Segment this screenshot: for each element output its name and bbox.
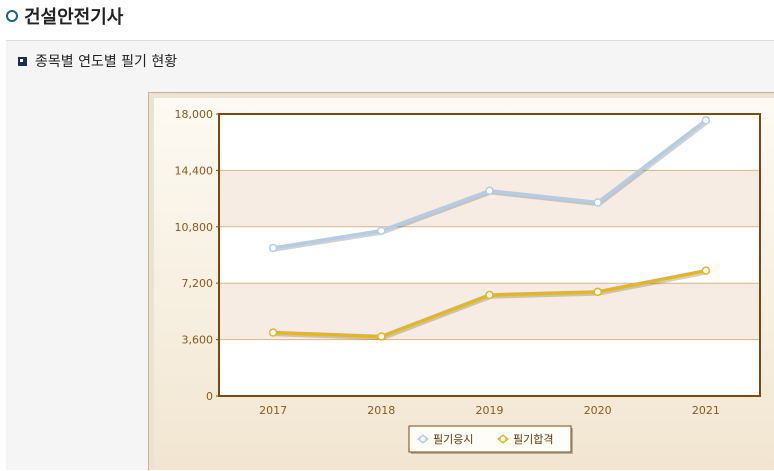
y-tick-label: 7,200 — [182, 277, 214, 290]
x-tick-label: 2019 — [476, 404, 504, 417]
plot-border — [218, 113, 761, 397]
page-title: 건설안전기사 — [24, 7, 124, 28]
legend-label: 필기응시 — [433, 433, 473, 446]
section-title-block: 종목별 연도별 필기 현황 — [18, 50, 177, 72]
plot-area — [219, 114, 760, 396]
series-point — [268, 328, 278, 337]
y-tick-label: 18,000 — [175, 108, 214, 121]
title-divider — [6, 40, 774, 41]
circle-bullet-icon — [6, 10, 18, 22]
plot-band — [219, 170, 760, 227]
section-title: 종목별 연도별 필기 현황 — [35, 54, 178, 70]
series-point — [593, 287, 602, 297]
series-point — [593, 198, 602, 207]
legend-marker-icon — [499, 435, 507, 443]
y-tick-label: 3,600 — [182, 334, 214, 347]
series-point — [701, 116, 711, 125]
series-point — [485, 186, 494, 196]
y-tick-label: 10,800 — [175, 221, 214, 234]
x-tick-label: 2021 — [692, 404, 720, 417]
y-tick-label: 0 — [206, 390, 213, 403]
series-point — [377, 226, 386, 235]
legend-box — [408, 425, 572, 453]
x-tick-label: 2020 — [584, 404, 612, 417]
x-tick-label: 2017 — [259, 404, 287, 417]
chart-frame: 18,000 14,400 10,800 7,200 3,600 0 2017 2018 201… — [148, 92, 774, 470]
line-chart: 18,000 14,400 10,800 7,200 3,600 0 2017 2018 201… — [175, 108, 761, 454]
square-bullet-icon — [18, 56, 27, 66]
legend-marker-icon — [419, 435, 427, 443]
y-tick-label: 14,400 — [175, 164, 214, 177]
series-point — [268, 243, 278, 253]
series-point — [485, 290, 494, 300]
page-title-block: 건설안전기사 — [6, 4, 123, 28]
series-point — [377, 332, 386, 341]
x-tick-label: 2018 — [367, 404, 395, 417]
series-point — [701, 266, 711, 275]
legend-label: 필기합격 — [513, 433, 553, 446]
